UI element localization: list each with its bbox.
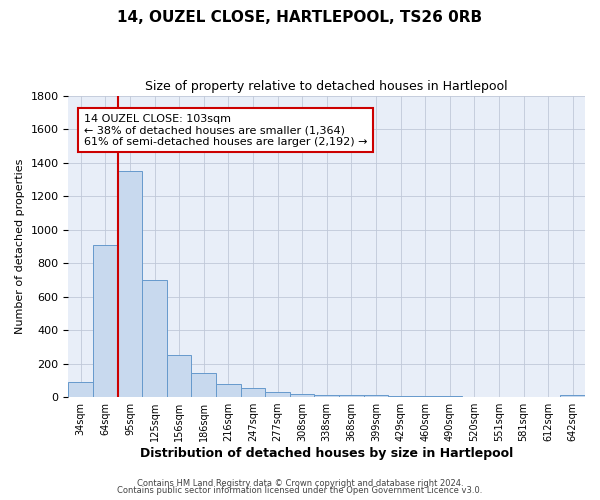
Text: 14, OUZEL CLOSE, HARTLEPOOL, TS26 0RB: 14, OUZEL CLOSE, HARTLEPOOL, TS26 0RB: [118, 10, 482, 25]
Bar: [118, 171, 142, 397]
Title: Size of property relative to detached houses in Hartlepool: Size of property relative to detached ho…: [145, 80, 508, 93]
Bar: [560, 396, 585, 397]
Bar: [191, 373, 216, 397]
X-axis label: Distribution of detached houses by size in Hartlepool: Distribution of detached houses by size …: [140, 447, 514, 460]
Bar: [290, 394, 314, 397]
Bar: [437, 396, 462, 397]
Text: 14 OUZEL CLOSE: 103sqm
← 38% of detached houses are smaller (1,364)
61% of semi-: 14 OUZEL CLOSE: 103sqm ← 38% of detached…: [84, 114, 367, 147]
Bar: [93, 244, 118, 397]
Text: Contains HM Land Registry data © Crown copyright and database right 2024.: Contains HM Land Registry data © Crown c…: [137, 478, 463, 488]
Bar: [216, 384, 241, 397]
Bar: [142, 280, 167, 397]
Y-axis label: Number of detached properties: Number of detached properties: [15, 158, 25, 334]
Bar: [364, 396, 388, 397]
Text: Contains public sector information licensed under the Open Government Licence v3: Contains public sector information licen…: [118, 486, 482, 495]
Bar: [314, 394, 339, 397]
Bar: [68, 382, 93, 397]
Bar: [339, 396, 364, 397]
Bar: [265, 392, 290, 397]
Bar: [388, 396, 413, 397]
Bar: [241, 388, 265, 397]
Bar: [413, 396, 437, 397]
Bar: [167, 355, 191, 397]
